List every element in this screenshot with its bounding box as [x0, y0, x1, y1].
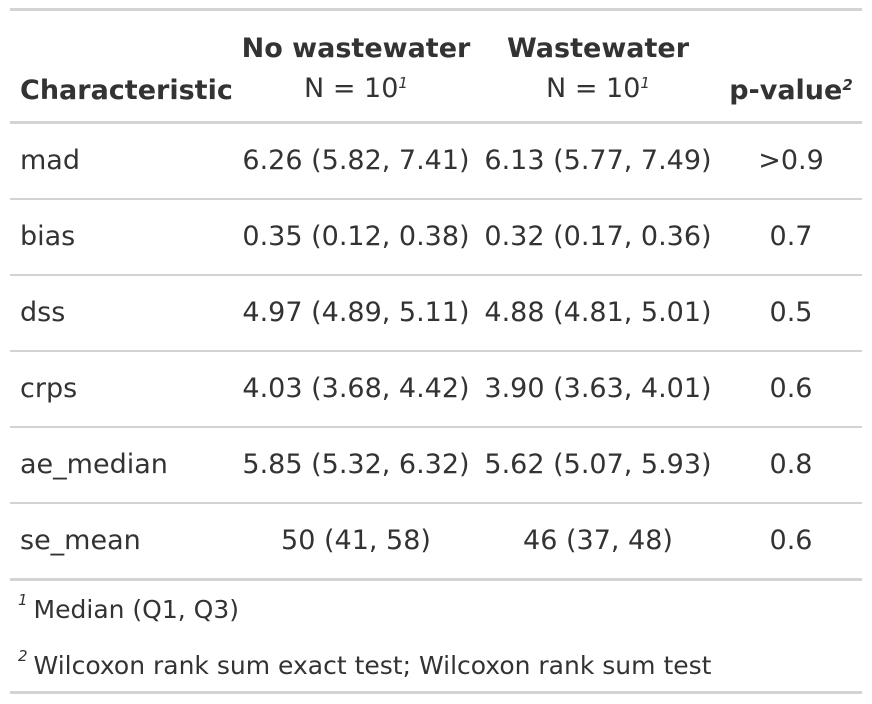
header-characteristic: Characteristic	[20, 75, 233, 106]
header-pvalue-text: p-value	[729, 75, 843, 106]
row-label: bias	[20, 221, 76, 252]
header-wastewater-n: N = 101	[478, 69, 718, 109]
table-footer-rule	[10, 578, 862, 581]
cell-no-wastewater: 5.85 (5.32, 6.32)	[242, 449, 470, 480]
header-no-wastewater-title: No wastewater	[241, 33, 471, 64]
cell-pvalue: 0.6	[769, 525, 813, 556]
header-pvalue-footnote-mark: 2	[842, 76, 853, 94]
cell-pvalue: >0.9	[758, 145, 824, 176]
row-label: crps	[20, 373, 78, 404]
table-row: dss 4.97 (4.89, 5.11) 4.88 (4.81, 5.01) …	[10, 276, 862, 352]
footnote: 2 Wilcoxon rank sum exact test; Wilcoxon …	[18, 647, 712, 680]
cell-wastewater: 0.32 (0.17, 0.36)	[484, 221, 712, 252]
row-label: se_mean	[20, 525, 141, 556]
header-no-wastewater: No wastewater N = 101	[236, 29, 476, 109]
cell-wastewater: 46 (37, 48)	[523, 525, 673, 556]
footnote-mark: 2	[18, 647, 28, 665]
header-no-wastewater-footnote-mark: 1	[398, 74, 408, 92]
cell-no-wastewater: 0.35 (0.12, 0.38)	[242, 221, 470, 252]
row-label: dss	[20, 297, 66, 328]
header-wastewater-title: Wastewater	[506, 33, 690, 64]
summary-table: Characteristic No wastewater N = 101 Was…	[10, 8, 862, 694]
footnote-text: Wilcoxon rank sum exact test; Wilcoxon r…	[33, 651, 712, 680]
cell-wastewater: 3.90 (3.63, 4.01)	[484, 373, 712, 404]
table-footnotes: 1 Median (Q1, Q3) 2 Wilcoxon rank sum exac…	[10, 581, 862, 691]
cell-pvalue: 0.5	[769, 297, 813, 328]
cell-wastewater: 5.62 (5.07, 5.93)	[484, 449, 712, 480]
table-row: ae_median 5.85 (5.32, 6.32) 5.62 (5.07, …	[10, 428, 862, 504]
row-label: mad	[20, 145, 80, 176]
cell-pvalue: 0.8	[769, 449, 813, 480]
cell-no-wastewater: 50 (41, 58)	[281, 525, 431, 556]
cell-wastewater: 6.13 (5.77, 7.49)	[484, 145, 712, 176]
header-wastewater-n-text: N = 10	[546, 73, 641, 104]
table-row: bias 0.35 (0.12, 0.38) 0.32 (0.17, 0.36)…	[10, 200, 862, 276]
table-row: crps 4.03 (3.68, 4.42) 3.90 (3.63, 4.01)…	[10, 352, 862, 428]
footnote-mark: 1	[18, 591, 28, 609]
table-top-rule	[10, 8, 862, 11]
footnote-text: Median (Q1, Q3)	[33, 595, 239, 624]
cell-no-wastewater: 4.97 (4.89, 5.11)	[242, 297, 470, 328]
cell-wastewater: 4.88 (4.81, 5.01)	[484, 297, 712, 328]
header-no-wastewater-n-text: N = 10	[304, 73, 399, 104]
table-row: se_mean 50 (41, 58) 46 (37, 48) 0.6	[10, 504, 862, 578]
table-bottom-rule	[10, 691, 862, 694]
cell-pvalue: 0.7	[769, 221, 813, 252]
row-label: ae_median	[20, 449, 168, 480]
cell-no-wastewater: 4.03 (3.68, 4.42)	[242, 373, 470, 404]
cell-no-wastewater: 6.26 (5.82, 7.41)	[242, 145, 470, 176]
header-wastewater: Wastewater N = 101	[478, 29, 718, 109]
table-row: mad 6.26 (5.82, 7.41) 6.13 (5.77, 7.49) …	[10, 124, 862, 200]
header-wastewater-footnote-mark: 1	[640, 74, 650, 92]
table-header-row: Characteristic No wastewater N = 101 Was…	[10, 11, 862, 121]
table-header-rule	[10, 121, 862, 124]
footnote: 1 Median (Q1, Q3)	[18, 591, 239, 624]
header-pvalue: p-value2	[720, 71, 862, 111]
header-no-wastewater-n: N = 101	[236, 69, 476, 109]
cell-pvalue: 0.6	[769, 373, 813, 404]
